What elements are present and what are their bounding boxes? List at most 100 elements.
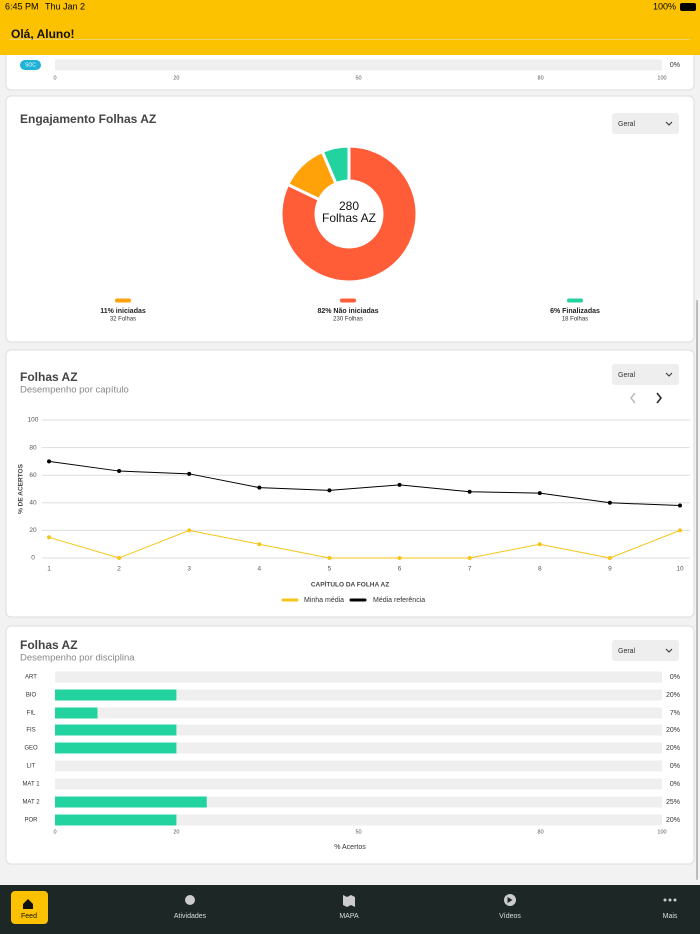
legend-count: 32 Folhas xyxy=(110,317,136,323)
card-title: Folhas AZ xyxy=(20,370,78,384)
dropdown[interactable]: Geral xyxy=(612,113,679,134)
series-point xyxy=(537,491,542,496)
nav-label[interactable]: Atividades xyxy=(174,913,207,920)
bar-track xyxy=(55,707,662,719)
battery: 100% xyxy=(653,1,676,11)
bar-track xyxy=(55,760,662,772)
series-point xyxy=(187,528,192,533)
scrollbar xyxy=(696,300,698,880)
bar-track xyxy=(55,796,662,808)
value-label: 0% xyxy=(670,763,680,770)
y-axis-label: % DE ACERTOS xyxy=(18,463,25,514)
y-tick-label: 100 xyxy=(28,417,39,424)
x-tick-label: 50 xyxy=(355,829,361,835)
series-point xyxy=(607,556,612,560)
x-tick-label: 10 xyxy=(676,566,684,573)
nav-label[interactable]: MAPA xyxy=(339,913,359,920)
legend-swatch xyxy=(340,298,356,303)
dropdown-label[interactable]: Geral xyxy=(618,372,636,379)
icon-home xyxy=(23,899,33,909)
value-label: 25% xyxy=(666,799,680,806)
dropdown[interactable]: Geral xyxy=(612,640,679,661)
x-tick-label: 20 xyxy=(173,75,179,81)
series-point xyxy=(117,469,122,474)
value-label: 0% xyxy=(670,62,680,69)
series-point xyxy=(467,489,472,494)
value-label: 0% xyxy=(670,674,680,681)
x-tick-label: 20 xyxy=(173,829,179,835)
nav-label[interactable]: Feed xyxy=(21,913,37,920)
category-label: SOC xyxy=(25,62,36,68)
series-point xyxy=(537,542,542,547)
series-point xyxy=(397,482,402,487)
dropdown-label[interactable]: Geral xyxy=(618,648,636,655)
category-label: FIL xyxy=(27,711,36,717)
date: Thu Jan 2 xyxy=(45,1,85,11)
legend-swatch xyxy=(115,298,131,303)
dropdown-label[interactable]: Geral xyxy=(618,121,636,128)
series-line xyxy=(48,460,681,507)
card-subtitle: Desempenho por disciplina xyxy=(20,653,135,664)
category-label: MAT 2 xyxy=(22,800,40,806)
header-bar xyxy=(0,40,700,55)
series-point xyxy=(327,556,332,560)
series-point xyxy=(257,542,262,547)
value-label: 20% xyxy=(666,727,680,734)
center-value: 280 xyxy=(339,199,359,213)
x-axis-label: % Acertos xyxy=(334,844,366,851)
card xyxy=(5,95,695,343)
prev-arrow[interactable] xyxy=(630,392,636,404)
value-label: 0% xyxy=(670,781,680,788)
x-tick-label: 7 xyxy=(468,566,472,573)
bar-track xyxy=(55,671,662,683)
bar xyxy=(55,724,177,736)
x-axis-label: CAPÍTULO DA FOLHA AZ xyxy=(311,580,389,589)
nav-label[interactable]: Vídeos xyxy=(499,913,521,920)
next-arrow[interactable] xyxy=(656,392,662,404)
icon-activities xyxy=(185,895,195,905)
legend-count: 18 Folhas xyxy=(562,317,588,323)
category-label: POR xyxy=(24,818,38,824)
x-tick-label: 100 xyxy=(657,829,666,835)
series-point xyxy=(678,528,682,533)
bar-track xyxy=(55,742,662,754)
legend-label: 6% Finalizadas xyxy=(550,308,600,315)
legend-label: 82% Não iniciadas xyxy=(317,308,378,315)
time: 6:45 PM xyxy=(5,1,39,11)
legend-count: 230 Folhas xyxy=(333,317,363,323)
series-point xyxy=(117,556,122,560)
category-label: MAT 1 xyxy=(22,782,40,788)
card-title: Folhas AZ xyxy=(20,638,78,652)
x-tick-label: 0 xyxy=(53,829,56,835)
icon-play xyxy=(507,897,513,903)
bar xyxy=(55,689,177,701)
bottom-nav xyxy=(0,885,700,934)
card xyxy=(5,349,695,618)
category-label: GEO xyxy=(24,746,38,752)
donut-slice xyxy=(279,144,419,284)
series-point xyxy=(467,556,472,560)
nav-label[interactable]: Mais xyxy=(663,913,678,920)
bar-track xyxy=(55,689,662,701)
x-tick-label: 100 xyxy=(657,75,666,81)
y-tick-label: 40 xyxy=(29,500,37,507)
y-tick-label: 0 xyxy=(31,555,35,562)
icon-more xyxy=(663,898,677,902)
icon-map xyxy=(343,895,355,907)
bar-track xyxy=(55,59,662,71)
dropdown[interactable]: Geral xyxy=(612,364,679,385)
series-point xyxy=(607,500,612,505)
category-label: ART xyxy=(25,675,37,681)
x-tick-label: 1 xyxy=(47,566,51,573)
bar xyxy=(55,742,177,754)
series-point xyxy=(327,488,332,493)
series-point xyxy=(187,471,192,476)
y-tick-label: 60 xyxy=(29,472,37,479)
series-point xyxy=(47,459,51,464)
x-tick-label: 80 xyxy=(538,75,544,81)
legend-label: Média referência xyxy=(373,597,425,604)
x-tick-label: 6 xyxy=(398,566,402,573)
category-pill xyxy=(20,60,41,70)
bar-track xyxy=(55,814,662,826)
